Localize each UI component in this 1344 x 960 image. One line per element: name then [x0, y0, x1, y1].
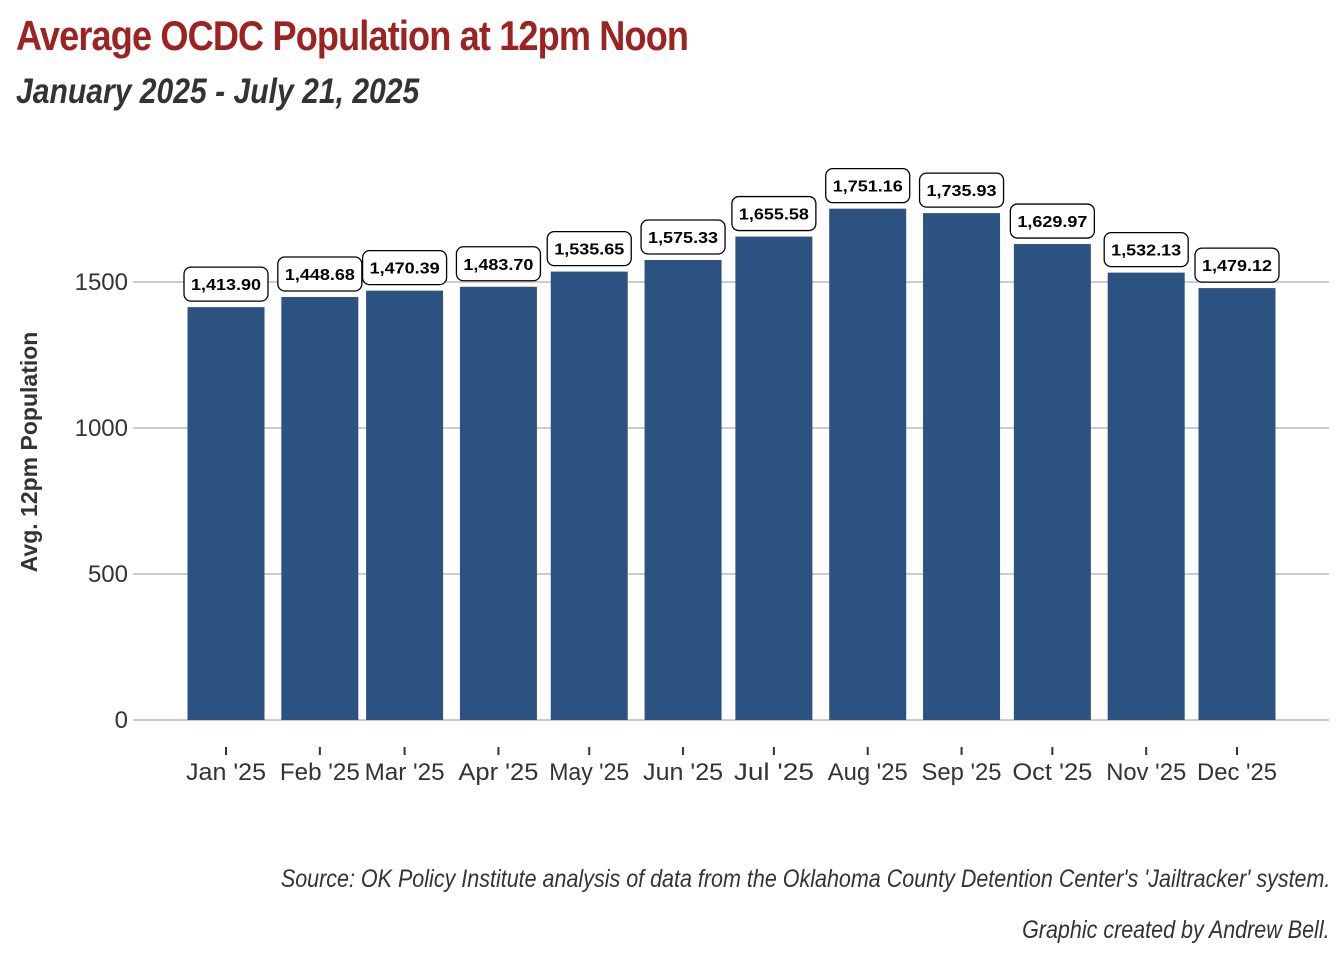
data-label-box	[361, 249, 448, 286]
data-label: 1,751.16	[833, 179, 903, 196]
data-label-box	[918, 172, 1005, 208]
bar	[923, 213, 1001, 720]
x-tick-label: Apr '25	[458, 759, 538, 786]
data-label: 1,735.93	[927, 183, 997, 200]
data-label: 1,535.65	[554, 242, 624, 259]
bar	[1107, 272, 1185, 720]
bar	[366, 290, 444, 720]
x-tick-label: Aug '25	[828, 759, 908, 786]
data-label: 1,655.58	[739, 207, 809, 224]
data-label-box	[1194, 247, 1280, 283]
x-tick-label: Sep '25	[922, 759, 1002, 786]
data-label-box	[183, 266, 269, 302]
data-label-box	[825, 168, 911, 204]
bar	[1013, 244, 1091, 720]
bar	[1198, 288, 1276, 720]
x-tick-label: Oct '25	[1012, 759, 1092, 786]
credit-caption: Graphic created by Andrew Bell.	[1022, 916, 1330, 944]
x-tick-label: Mar '25	[365, 759, 445, 786]
bar	[459, 286, 537, 720]
x-tick-label: Jul '25	[734, 759, 814, 786]
data-label: 1,448.68	[285, 267, 355, 284]
x-tick-label: Jun '25	[643, 759, 723, 786]
source-caption: Source: OK Policy Institute analysis of …	[280, 865, 1330, 893]
data-label: 1,470.39	[370, 261, 440, 278]
data-label: 1,413.90	[191, 277, 261, 294]
data-label-box	[1009, 203, 1096, 239]
chart-subtitle: January 2025 - July 21, 2025	[16, 72, 420, 111]
x-axis-ticks: Jan '25 Feb '25 Mar '25 Apr '25 May '25 Jun '…	[186, 747, 1277, 786]
bar	[281, 296, 359, 720]
y-tick-label: 1500	[75, 269, 128, 296]
data-label-box	[546, 230, 632, 267]
data-label: 1,483.70	[463, 257, 533, 274]
y-axis-ticks: 0 500 1000 1500	[75, 269, 128, 734]
data-labels: 1,413.90 1,448.68 1,470.39 1,483.70 1,535.65…	[183, 168, 1280, 302]
x-tick-label: May '25	[549, 759, 629, 786]
x-tick-label: Dec '25	[1197, 759, 1277, 786]
x-tick-label: Jan '25	[186, 759, 266, 786]
chart-title: Average OCDC Population at 12pm Noon	[16, 12, 689, 59]
x-tick-label: Feb '25	[280, 759, 360, 786]
data-label: 1,575.33	[648, 230, 718, 247]
bar	[550, 271, 628, 720]
data-label-box	[277, 256, 363, 292]
data-label-box	[731, 195, 817, 232]
data-label: 1,629.97	[1017, 214, 1087, 231]
data-label-box	[1103, 231, 1189, 268]
data-label-box	[455, 246, 542, 282]
bar	[829, 208, 907, 720]
bar	[735, 236, 813, 721]
y-axis-label: Avg. 12pm Population	[16, 332, 42, 573]
y-tick-label: 0	[115, 707, 128, 734]
bar	[187, 307, 265, 720]
bar	[644, 260, 722, 720]
data-label: 1,532.13	[1111, 243, 1181, 260]
y-tick-label: 500	[88, 561, 128, 588]
data-label: 1,479.12	[1202, 258, 1272, 275]
data-label-box	[640, 219, 726, 255]
y-tick-label: 1000	[75, 415, 128, 442]
bars	[187, 208, 1276, 721]
x-tick-label: Nov '25	[1106, 759, 1186, 786]
